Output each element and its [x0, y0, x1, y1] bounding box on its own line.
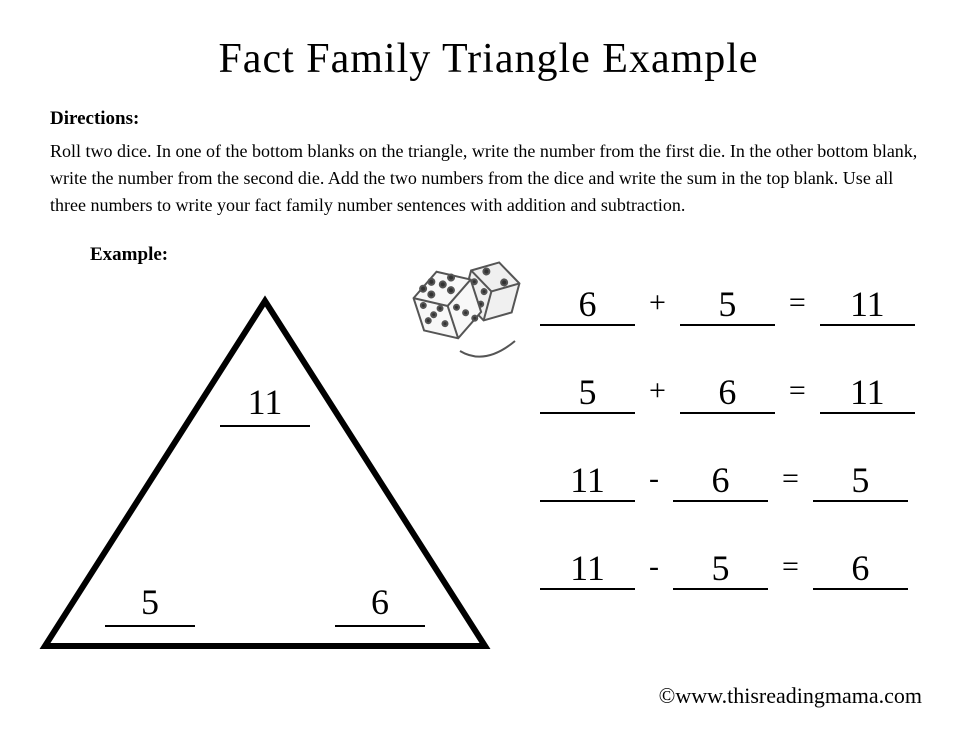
- operand-b: 6: [673, 462, 768, 502]
- operand-b: 5: [680, 286, 775, 326]
- operand-b: 5: [673, 550, 768, 590]
- result: 11: [820, 286, 915, 326]
- directions-label: Directions:: [50, 108, 927, 130]
- content-area: 11 5 6: [50, 271, 927, 671]
- result: 6: [813, 550, 908, 590]
- operand-a: 11: [540, 550, 635, 590]
- operator: -: [643, 462, 665, 502]
- operator: +: [643, 374, 672, 414]
- equals: =: [776, 462, 805, 502]
- operator: +: [643, 286, 672, 326]
- triangle-top-value: 11: [220, 381, 310, 427]
- operand-a: 6: [540, 286, 635, 326]
- operator: -: [643, 550, 665, 590]
- triangle-left-value: 5: [105, 581, 195, 627]
- equations-list: 6 + 5 = 11 5 + 6 = 11 11 - 6 = 5 11 - 5 …: [540, 286, 960, 638]
- operand-a: 11: [540, 462, 635, 502]
- equals: =: [783, 286, 812, 326]
- equation-row: 6 + 5 = 11: [540, 286, 960, 326]
- equation-row: 5 + 6 = 11: [540, 374, 960, 414]
- footer-credit: ©www.thisreadingmama.com: [659, 683, 922, 709]
- equation-row: 11 - 5 = 6: [540, 550, 960, 590]
- operand-a: 5: [540, 374, 635, 414]
- result: 11: [820, 374, 915, 414]
- dice-icon: [390, 241, 550, 381]
- result: 5: [813, 462, 908, 502]
- operand-b: 6: [680, 374, 775, 414]
- equals: =: [776, 550, 805, 590]
- triangle-right-value: 6: [335, 581, 425, 627]
- directions-text: Roll two dice. In one of the bottom blan…: [50, 138, 927, 219]
- page-title: Fact Family Triangle Example: [50, 35, 927, 83]
- equals: =: [783, 374, 812, 414]
- equation-row: 11 - 6 = 5: [540, 462, 960, 502]
